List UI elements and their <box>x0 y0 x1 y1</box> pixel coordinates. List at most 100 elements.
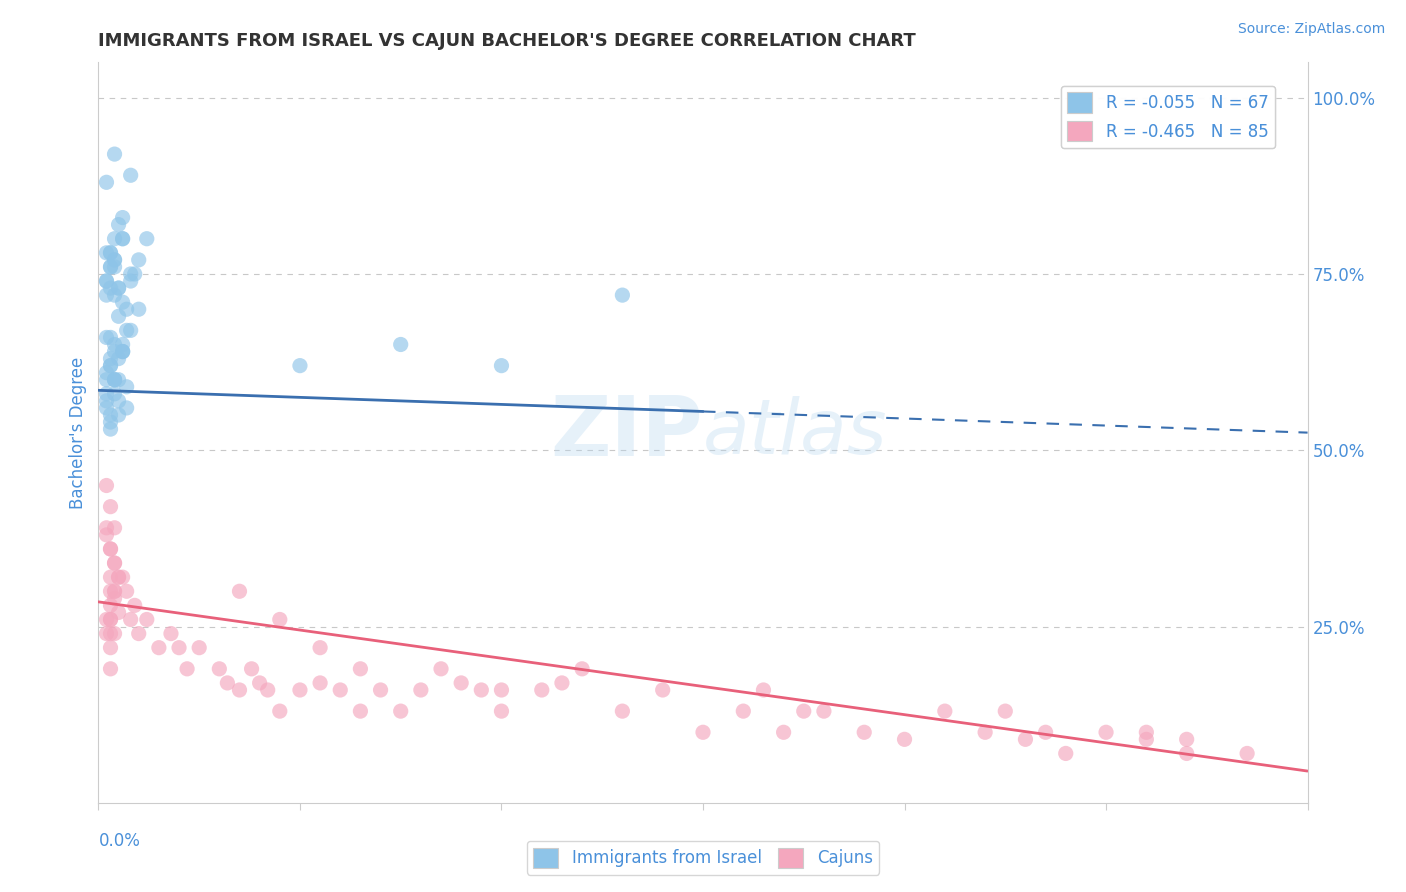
Point <box>103 387 125 401</box>
Point <box>470 683 492 698</box>
Point <box>103 344 125 359</box>
Point <box>370 683 392 698</box>
Point <box>893 732 915 747</box>
Point <box>96 387 118 401</box>
Point <box>111 344 134 359</box>
Point <box>1014 732 1036 747</box>
Point <box>813 704 835 718</box>
Point <box>100 351 122 366</box>
Text: ZIP: ZIP <box>551 392 703 473</box>
Point <box>491 683 513 698</box>
Point <box>772 725 794 739</box>
Point <box>107 218 129 232</box>
Point <box>752 683 775 698</box>
Point <box>430 662 453 676</box>
Point <box>103 288 125 302</box>
Point <box>148 640 170 655</box>
Point <box>107 351 129 366</box>
Point <box>111 295 134 310</box>
Point <box>120 267 142 281</box>
Point <box>612 704 634 718</box>
Point <box>103 373 125 387</box>
Point <box>269 612 291 626</box>
Point <box>1054 747 1077 761</box>
Point <box>100 245 122 260</box>
Point <box>128 626 150 640</box>
Point <box>256 683 278 698</box>
Point <box>96 245 118 260</box>
Point <box>160 626 183 640</box>
Point <box>96 612 118 626</box>
Point <box>96 393 118 408</box>
Point <box>120 323 142 337</box>
Point <box>217 676 239 690</box>
Point <box>100 408 122 422</box>
Point <box>107 393 129 408</box>
Point <box>100 541 122 556</box>
Point <box>96 401 118 415</box>
Point <box>135 232 157 246</box>
Point <box>100 640 122 655</box>
Point <box>124 599 146 613</box>
Point <box>100 260 122 274</box>
Point <box>115 401 138 415</box>
Point <box>692 725 714 739</box>
Point <box>491 704 513 718</box>
Point <box>249 676 271 690</box>
Point <box>111 337 134 351</box>
Point <box>124 267 146 281</box>
Point <box>103 521 125 535</box>
Point <box>107 281 129 295</box>
Point <box>103 626 125 640</box>
Point <box>853 725 876 739</box>
Point <box>269 704 291 718</box>
Point <box>450 676 472 690</box>
Point <box>100 662 122 676</box>
Point <box>103 556 125 570</box>
Point <box>115 380 138 394</box>
Text: 0.0%: 0.0% <box>98 832 141 850</box>
Point <box>107 408 129 422</box>
Point <box>111 232 134 246</box>
Point <box>793 704 815 718</box>
Point <box>100 612 122 626</box>
Point <box>176 662 198 676</box>
Point <box>100 584 122 599</box>
Point <box>994 704 1017 718</box>
Point <box>103 584 125 599</box>
Point <box>309 676 332 690</box>
Point <box>135 612 157 626</box>
Point <box>329 683 352 698</box>
Point <box>120 612 142 626</box>
Point <box>107 281 129 295</box>
Point <box>1175 732 1198 747</box>
Point <box>409 683 432 698</box>
Point <box>1236 747 1258 761</box>
Point <box>100 422 122 436</box>
Point <box>111 344 134 359</box>
Point <box>100 260 122 274</box>
Y-axis label: Bachelor's Degree: Bachelor's Degree <box>69 357 87 508</box>
Text: Source: ZipAtlas.com: Source: ZipAtlas.com <box>1237 22 1385 37</box>
Point <box>107 310 129 324</box>
Point <box>100 599 122 613</box>
Point <box>111 344 134 359</box>
Point <box>96 330 118 344</box>
Point <box>551 676 574 690</box>
Point <box>100 612 122 626</box>
Point <box>96 274 118 288</box>
Point <box>103 556 125 570</box>
Point <box>228 584 250 599</box>
Point <box>96 478 118 492</box>
Point <box>100 245 122 260</box>
Point <box>96 626 118 640</box>
Point <box>128 302 150 317</box>
Point <box>1095 725 1118 739</box>
Point <box>103 252 125 267</box>
Point <box>974 725 997 739</box>
Point <box>107 570 129 584</box>
Point <box>389 337 412 351</box>
Point <box>107 606 129 620</box>
Point <box>107 373 129 387</box>
Point <box>111 570 134 584</box>
